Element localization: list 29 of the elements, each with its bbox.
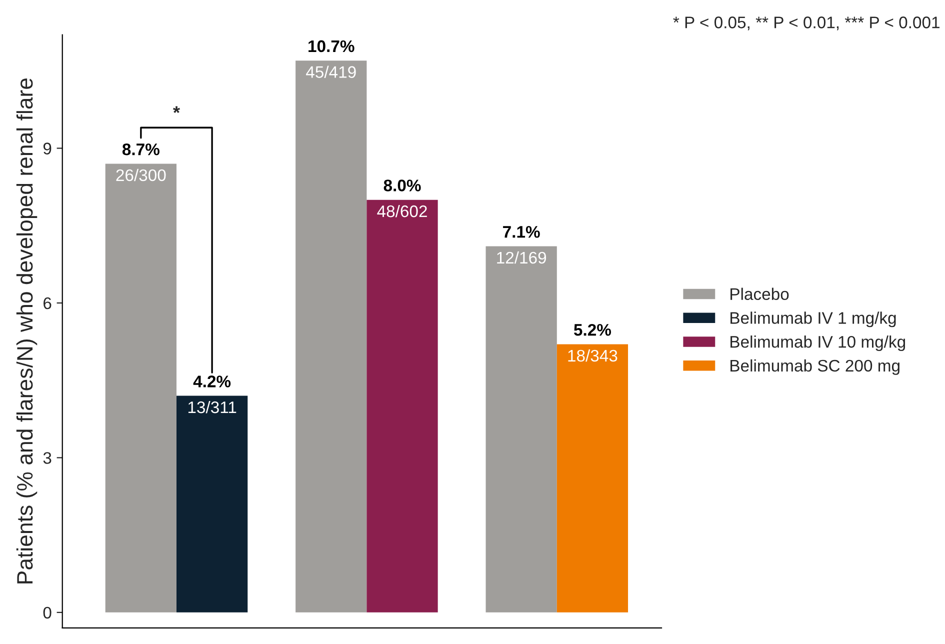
y-tick-label: 3 [43, 452, 52, 464]
y-tick-label: 9 [43, 142, 52, 154]
bar [556, 344, 628, 612]
annotation: 45/419 [306, 66, 356, 78]
bar [296, 60, 367, 612]
data-label: 7.1% [503, 226, 540, 238]
y-tick-label: 6 [44, 297, 52, 310]
annotation: 12/169 [497, 251, 546, 264]
annotation: 13/311 [188, 400, 236, 414]
annotation: 26/300 [116, 168, 166, 182]
y-tick-label: 0 [43, 606, 52, 619]
legend-label: Belimumab SC 200 mg [730, 359, 900, 375]
bar [486, 246, 557, 612]
bar [366, 200, 438, 612]
bar [105, 164, 176, 612]
text: * P < 0.05, ** P < 0.01, *** P < 0.001 [673, 16, 940, 30]
data-label: 10.7% [308, 40, 354, 52]
legend-label: Placebo [730, 288, 789, 300]
data-label: 5.2% [574, 324, 612, 336]
data-label: 8.0% [384, 180, 421, 192]
legend-label: Belimumab IV 1 mg/kg [730, 312, 896, 328]
bar [176, 396, 248, 612]
annotation: 48/602 [377, 204, 427, 218]
legend-label: Belimumab IV 10 mg/kg [730, 336, 906, 352]
annotation: 18/343 [568, 349, 618, 362]
annotation: * [173, 106, 180, 114]
y-axis-title: Patients (% and flares/N) who developed renal flare [16, 78, 38, 584]
data-label: 4.2% [193, 376, 231, 388]
data-label: 8.7% [122, 143, 160, 156]
